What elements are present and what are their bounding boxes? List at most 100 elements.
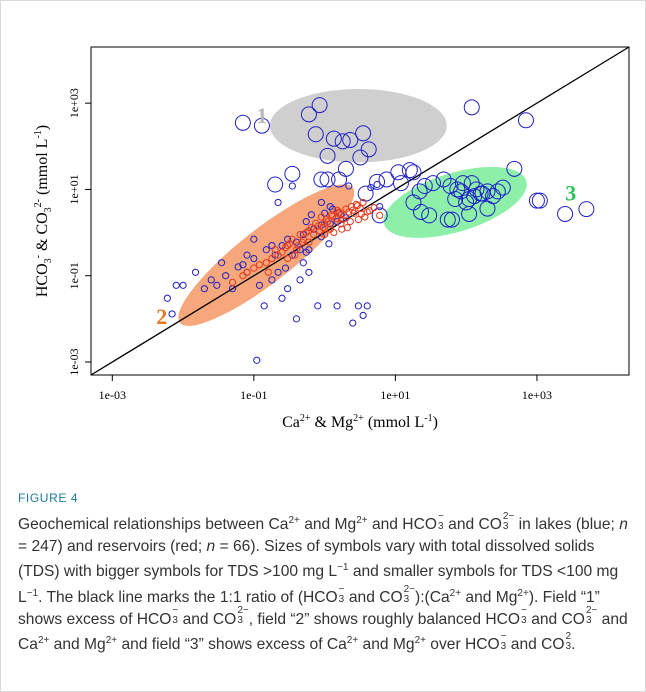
reservoirs-point-small xyxy=(302,228,310,237)
reservoirs-point-small xyxy=(274,251,282,259)
lakes-point-small xyxy=(288,182,296,190)
reservoirs-point-small xyxy=(337,220,345,228)
lakes-point-large xyxy=(454,175,471,192)
lakes-point-large xyxy=(578,201,595,218)
lakes-point-large xyxy=(528,192,545,209)
lakes-point-large xyxy=(284,165,301,182)
reservoirs-point-small xyxy=(376,211,384,220)
lakes-point-large xyxy=(313,171,330,188)
lakes-point-large xyxy=(355,125,372,142)
lakes-point-large xyxy=(253,117,270,134)
reservoirs-point-small xyxy=(365,207,374,215)
x-axis-label: Ca2+ & Mg2+ (mmol L-1) xyxy=(282,413,438,431)
lakes-point-large xyxy=(392,175,409,192)
lakes-point-large xyxy=(489,183,506,200)
lakes-point-large xyxy=(234,114,251,131)
reservoirs-point-small xyxy=(291,251,299,259)
lakes-point-small xyxy=(307,211,315,219)
figure-caption: Geochemical relationships between Ca2+ a… xyxy=(18,511,628,654)
lakes-point-large xyxy=(401,162,418,179)
reservoirs-point-small xyxy=(262,259,270,267)
lakes-point-large xyxy=(352,149,369,166)
lakes-point-small xyxy=(168,310,176,318)
lakes-point-small xyxy=(354,302,362,310)
lakes-point-large xyxy=(463,99,480,116)
lakes-point-large xyxy=(472,185,489,202)
y-tick-label: 1e+01 xyxy=(67,174,81,204)
lakes-point-small xyxy=(325,240,333,248)
figure-label: FIGURE 4 xyxy=(18,491,79,505)
y-axis-label: HCO3- & CO32- (mmol L-1) xyxy=(33,125,54,297)
reservoirs-point-small xyxy=(352,200,360,208)
lakes-point-small xyxy=(260,302,268,310)
ticks-layer: 1e-03 1e-01 1e+01 1e+03 1e-03 1e-01 1e+01 1e+03 xyxy=(67,88,552,402)
lakes-point-small xyxy=(292,315,301,323)
reservoirs-point-small xyxy=(340,211,348,220)
lakes-point-small xyxy=(268,276,276,284)
lakes-point-small xyxy=(367,184,375,192)
lakes-point-small xyxy=(274,268,282,276)
lakes-point-small xyxy=(217,259,226,267)
lakes-point-small xyxy=(333,302,341,310)
reservoirs-point-small xyxy=(353,202,361,210)
reservoirs-point-small xyxy=(321,220,329,228)
lakes-point-small xyxy=(243,251,251,259)
field-labels-layer: 1 2 3 xyxy=(156,103,576,329)
lakes-point-small xyxy=(179,281,187,289)
field-2-label: 2 xyxy=(156,304,167,329)
lakes-point-small xyxy=(207,276,215,284)
reservoirs-point-small xyxy=(322,215,330,224)
reservoirs-point-small xyxy=(307,224,315,232)
lakes-point-small xyxy=(284,285,292,293)
lakes-point-small xyxy=(345,182,353,190)
reservoirs-point-small xyxy=(255,261,264,269)
lakes-point-large xyxy=(267,176,284,193)
lakes-point-large xyxy=(458,194,475,211)
reservoirs-point-small xyxy=(335,208,343,216)
lakes-point-large xyxy=(337,160,354,177)
lakes-point-small xyxy=(274,198,282,207)
reservoirs-point-small xyxy=(330,228,338,237)
reservoirs-point-small xyxy=(349,206,357,214)
lakes-point-large xyxy=(463,175,480,192)
y-tick-label: 1e-01 xyxy=(67,262,81,289)
plot-frame xyxy=(90,46,630,376)
reservoirs-point-small xyxy=(312,219,320,227)
lakes-point-large xyxy=(331,171,348,188)
x-tick-label: 1e+03 xyxy=(522,388,552,402)
y-tick-label: 1e-03 xyxy=(67,348,81,375)
reservoirs-point-small xyxy=(298,238,306,246)
lakes-point-small xyxy=(299,259,307,267)
lakes-point-large xyxy=(300,106,317,123)
lakes-point-small xyxy=(239,261,247,269)
reservoirs-point-small xyxy=(354,215,362,224)
lakes-point-large xyxy=(443,211,460,228)
field-1-label: 1 xyxy=(256,103,267,128)
scatter-chart: 1e-03 1e-01 1e+01 1e+03 1e-03 1e-01 1e+01 1e+03… xyxy=(33,46,630,431)
reservoirs-point-small xyxy=(239,272,247,280)
lakes-point-small xyxy=(213,281,221,289)
lakes-point-large xyxy=(334,133,351,150)
lakes-point-large xyxy=(319,147,336,164)
reservoirs-point-small xyxy=(345,208,353,216)
lakes-point-small xyxy=(163,294,171,302)
lakes-point-large xyxy=(416,178,433,195)
lakes-point-large xyxy=(449,181,466,198)
lakes-point-small xyxy=(191,268,200,276)
reservoirs-point-small xyxy=(319,224,327,232)
lakes-point-small xyxy=(250,235,258,243)
lakes-point-large xyxy=(405,164,422,181)
lakes-point-large xyxy=(325,130,342,147)
lakes-point-small xyxy=(317,198,325,207)
lakes-point-large xyxy=(447,190,464,207)
lakes-point-small xyxy=(222,272,230,280)
reservoirs-point-small xyxy=(338,225,346,233)
reservoirs-point-small xyxy=(321,230,329,239)
lakes-point-small xyxy=(305,268,313,276)
reservoirs-point-small xyxy=(346,217,354,226)
lakes-point-small xyxy=(305,246,313,254)
points-layer xyxy=(163,97,595,364)
lakes-point-large xyxy=(342,131,359,148)
lakes-point-small xyxy=(281,264,290,272)
lakes-point-small xyxy=(359,311,367,320)
